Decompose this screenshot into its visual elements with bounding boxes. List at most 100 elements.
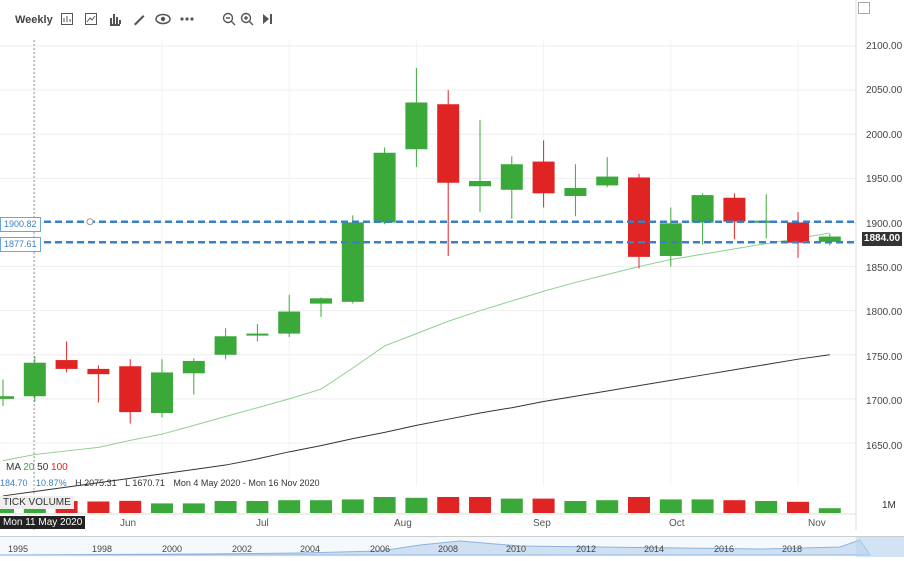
candle-body	[23, 362, 46, 397]
crosshair-date: Mon 11 May 2020	[0, 516, 86, 529]
ohlc-summary: 184.70 10.87% H 2075.31 L 1670.71 Mon 4 …	[0, 478, 325, 488]
interval-selector[interactable]: Weekly	[15, 14, 53, 26]
bar-chart-icon[interactable]	[104, 8, 126, 30]
candle-body	[596, 176, 619, 186]
price-tick: 1750.00	[866, 352, 903, 363]
nav-year: 2010	[506, 544, 527, 554]
tick-volume-label[interactable]: TICK VOLUME	[0, 496, 74, 509]
nav-year: 2012	[576, 544, 597, 554]
candle-body	[278, 311, 301, 334]
nav-year: 2014	[644, 544, 665, 554]
volume-bar	[437, 497, 460, 513]
nav-year: 2000	[162, 544, 183, 554]
candle-body	[787, 222, 809, 243]
low-value: L 1670.71	[125, 478, 165, 488]
volume-bar	[119, 500, 142, 513]
volume-bar	[596, 500, 619, 513]
volume-bar	[278, 500, 301, 513]
month-label: Aug	[394, 518, 412, 529]
candle-body	[532, 161, 555, 194]
price-tick: 1850.00	[866, 263, 903, 274]
lower-level-tag[interactable]: 1877.61	[0, 237, 41, 252]
nav-year: 2018	[782, 544, 803, 554]
price-tick: 1700.00	[866, 396, 903, 407]
candle-body	[691, 195, 714, 223]
candle-body	[564, 188, 587, 196]
eye-icon[interactable]	[152, 8, 174, 30]
draw-icon[interactable]	[128, 8, 150, 30]
volume-bar	[214, 501, 237, 513]
volume-bar	[246, 501, 269, 513]
price-tick: 1950.00	[866, 174, 903, 185]
price-tick: 1900.00	[866, 219, 903, 230]
candle-body	[628, 177, 650, 257]
volume-bar	[723, 500, 746, 513]
candle-body	[119, 366, 142, 413]
ma-legend[interactable]: MA 20 50 100	[6, 462, 68, 473]
candle-body	[469, 180, 491, 187]
volume-bar	[532, 498, 555, 513]
volume-bar	[469, 497, 491, 513]
price-tick: 1800.00	[866, 307, 903, 318]
candle-body	[373, 152, 396, 223]
price-tick: 1650.00	[866, 441, 903, 452]
volume-bar	[500, 498, 523, 513]
candle-body	[87, 368, 110, 375]
zoom-out-icon[interactable]	[218, 8, 240, 30]
volume-bar	[628, 497, 650, 513]
ma-50-value: 50	[37, 462, 49, 473]
ma-100-value: 100	[51, 462, 68, 473]
date-range: Mon 4 May 2020 - Mon 16 Nov 2020	[173, 478, 320, 488]
candle-body	[437, 104, 460, 183]
volume-bar	[151, 503, 173, 513]
candle-body	[182, 360, 205, 374]
current-price-badge: 1884.00	[862, 232, 902, 246]
candle-body	[151, 372, 173, 414]
volume-bar	[182, 503, 205, 513]
candle-body	[0, 396, 14, 399]
more-icon[interactable]	[176, 8, 198, 30]
volume-bar	[373, 497, 396, 513]
price-tick: 2100.00	[866, 41, 903, 52]
upper-level-tag[interactable]: 1900.82	[0, 217, 41, 232]
time-navigator[interactable]	[0, 536, 904, 557]
volume-bar	[787, 501, 809, 513]
nav-year: 1995	[8, 544, 29, 554]
level-handle	[86, 218, 94, 226]
price-tick: 2000.00	[866, 130, 903, 141]
candle-body	[500, 164, 523, 190]
high-value: H 2075.31	[75, 478, 117, 488]
maximize-icon[interactable]	[858, 2, 870, 14]
month-label: Oct	[669, 518, 685, 529]
change-percent: 10.87%	[36, 478, 67, 488]
ma-label: MA	[6, 462, 21, 473]
candle-body	[55, 360, 78, 369]
volume-bar	[691, 499, 714, 513]
ma-20-value: 20	[23, 462, 35, 473]
indicators-icon[interactable]	[80, 8, 102, 30]
month-label: Jun	[120, 518, 137, 529]
nav-year: 2002	[232, 544, 253, 554]
nav-year: 1998	[92, 544, 113, 554]
toolbar: Weekly	[0, 0, 904, 40]
go-latest-icon[interactable]	[256, 8, 278, 30]
candle-body	[755, 220, 778, 223]
price-tick: 2050.00	[866, 85, 903, 96]
change-value: 184.70	[0, 478, 28, 488]
candle-body	[246, 333, 269, 336]
volume-bar	[310, 500, 332, 513]
nav-year: 2006	[370, 544, 391, 554]
candle-body	[214, 336, 237, 355]
candle-body	[723, 197, 746, 222]
zoom-in-icon[interactable]	[236, 8, 258, 30]
chart-type-icon[interactable]	[56, 8, 78, 30]
volume-scale: 1M	[882, 500, 896, 511]
month-label: Nov	[808, 518, 826, 529]
month-label: Jul	[256, 518, 269, 529]
candle-body	[659, 223, 682, 256]
volume-bar	[659, 499, 682, 513]
volume-bar	[755, 501, 778, 513]
volume-bar	[341, 499, 364, 513]
